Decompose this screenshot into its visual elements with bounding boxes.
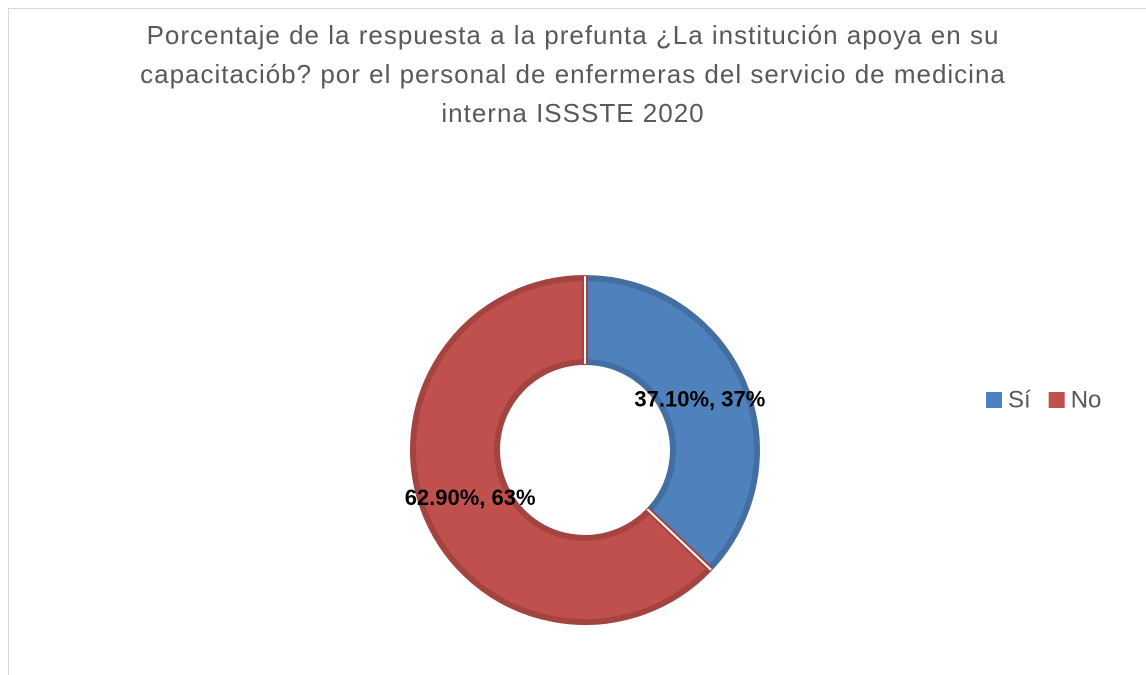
donut-slice [582, 275, 760, 572]
legend-label: No [1071, 386, 1102, 413]
chart-frame [8, 8, 1146, 675]
legend-swatch [1048, 392, 1065, 408]
slice-separator [646, 508, 712, 571]
data-label: 62.90%, 63% [405, 485, 536, 510]
donut-slice [410, 275, 713, 625]
data-label: 37.10%, 37% [634, 387, 765, 412]
legend-label: Sí [1008, 386, 1031, 413]
legend-swatch [986, 392, 1002, 408]
chart-title: Porcentaje de la respuesta a la prefunta… [140, 20, 1006, 128]
